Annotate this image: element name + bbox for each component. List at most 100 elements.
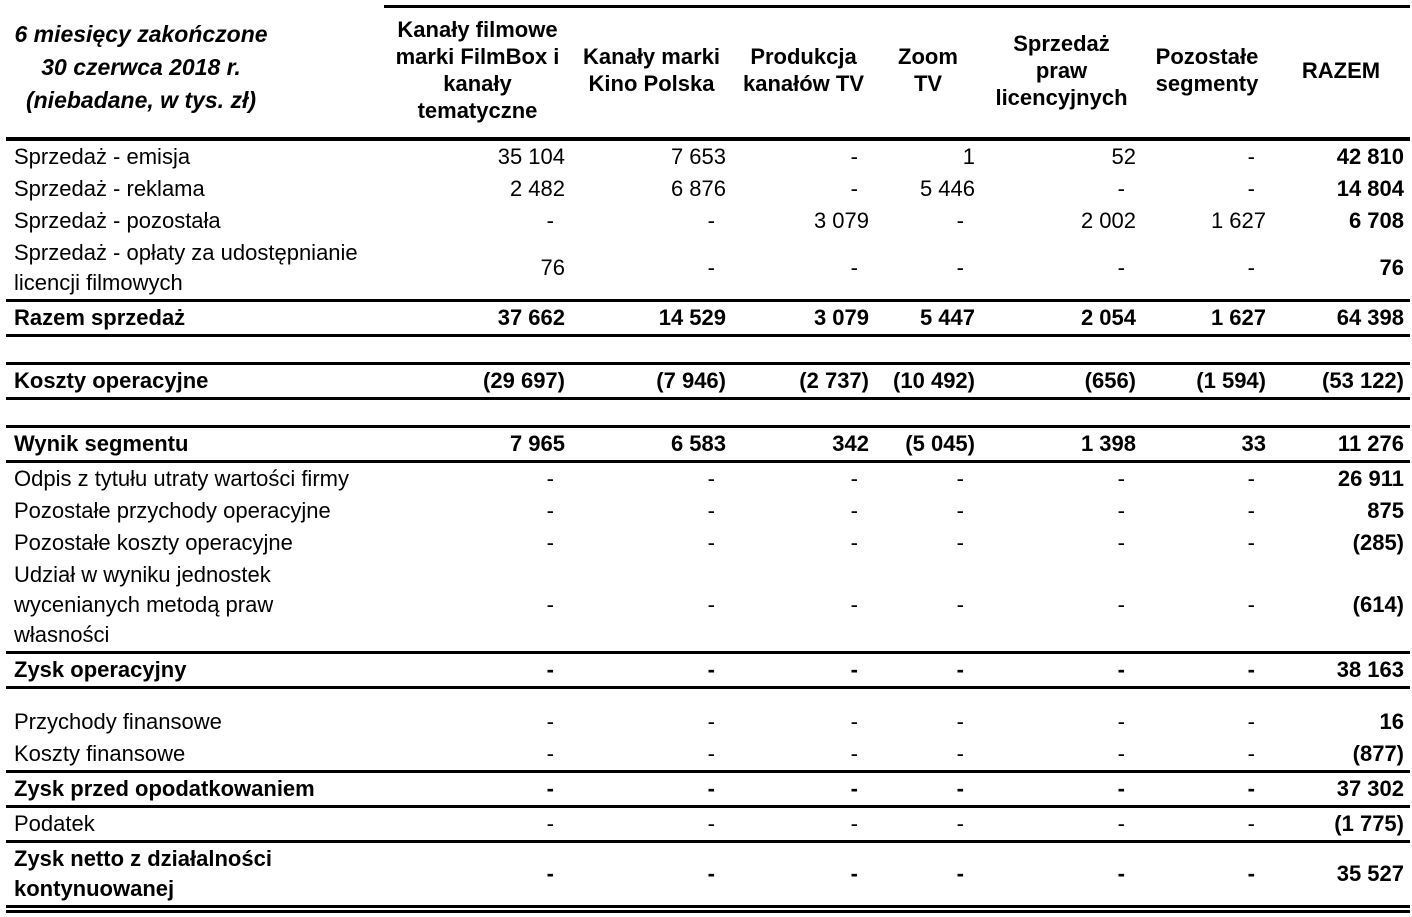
row-label: Pozostałe koszty operacyjne (14, 529, 293, 555)
cell-razem: 35 527 (1272, 841, 1410, 908)
column-header-4: Zoom TV (875, 5, 981, 141)
cell-razem: 76 (1379, 254, 1404, 280)
spacer-row (6, 335, 1410, 363)
spacer-row (6, 398, 1410, 426)
table-row: Zysk netto z działalności kontynuowanej - -… (6, 841, 1410, 908)
cell-value: - (1142, 650, 1272, 689)
cell-value: - (956, 741, 964, 766)
cell-value: - (956, 709, 964, 734)
table-row: Odpis z tytułu utraty wartości firmy - - - -… (6, 461, 1410, 495)
period-line-3: (niebadane, w tys. zł) (25, 87, 257, 113)
cell-razem: 875 (1367, 497, 1404, 523)
cell-value: - (732, 650, 875, 689)
cell-value: - (1117, 709, 1125, 734)
cell-value: - (384, 770, 571, 808)
cell-value: 7 653 (670, 143, 726, 169)
cell-value: - (546, 591, 554, 617)
period-line-2: 30 czerwca 2018 r. (41, 54, 241, 80)
row-label: Pozostałe przychody operacyjne (14, 497, 331, 523)
cell-value: - (546, 207, 554, 233)
cell-value: (2 737) (732, 361, 875, 400)
period-header: 6 miesięcy zakończone 30 czerwca 2018 r.… (8, 18, 274, 117)
column-header-5: Sprzedaż praw licencyjnych (981, 5, 1142, 141)
cell-value: (5 045) (875, 424, 981, 463)
cell-razem: 26 911 (1337, 465, 1404, 491)
cell-value: 1 398 (981, 424, 1142, 463)
cell-value: - (571, 650, 732, 689)
spacer-cell (6, 398, 1410, 426)
cell-value: (10 492) (875, 361, 981, 400)
cell-value: 14 529 (571, 298, 732, 337)
table-row: Pozostałe koszty operacyjne - - - - - - (285) (6, 527, 1410, 559)
cell-value: 1 627 (1142, 298, 1272, 337)
cell-value: 342 (732, 424, 875, 463)
table-row: Sprzedaż - reklama 2 482 6 876 - 5 446 - - 14 8… (6, 173, 1410, 205)
cell-value: - (875, 770, 981, 808)
cell-value: - (850, 465, 858, 491)
cell-value: 1 627 (1210, 207, 1266, 233)
cell-value: - (981, 841, 1142, 908)
cell-value: - (732, 770, 875, 808)
cell-value: - (850, 741, 858, 766)
table-row: Przychody finansowe - - - - - - 16 (6, 706, 1410, 738)
cell-value: - (707, 254, 715, 280)
cell-value: - (1247, 741, 1255, 766)
cell-value: - (875, 806, 981, 843)
table-row: Sprzedaż - opłaty za udostępnianie licenc… (6, 237, 1410, 301)
cell-value: - (850, 529, 858, 555)
cell-value: - (546, 465, 554, 491)
cell-value: - (1247, 175, 1255, 201)
cell-value: - (384, 806, 571, 843)
cell-value: - (707, 465, 715, 491)
row-label: Zysk przed opodatkowaniem (6, 770, 384, 808)
cell-value: - (1117, 591, 1125, 617)
cell-value: 37 662 (384, 298, 571, 337)
table-row: Pozostałe przychody operacyjne - - - - - - 875 (6, 495, 1410, 527)
cell-value: (1 594) (1142, 361, 1272, 400)
cell-value: - (956, 254, 964, 280)
table-row: Koszty finansowe - - - - - - (877) (6, 738, 1410, 772)
cell-value: - (956, 207, 964, 233)
cell-value: - (981, 770, 1142, 808)
cell-value: - (707, 741, 715, 766)
cell-value: - (1117, 529, 1125, 555)
row-label: Wynik segmentu (6, 424, 384, 463)
cell-value: (29 697) (384, 361, 571, 400)
cell-value: - (956, 465, 964, 491)
cell-value: - (707, 497, 715, 523)
cell-value: - (1247, 465, 1255, 491)
cell-razem: (614) (1352, 591, 1404, 617)
column-header-3: Produkcja kanałów TV (732, 5, 875, 141)
row-label: Sprzedaż - emisja (14, 143, 191, 169)
cell-value: 2 002 (1080, 207, 1136, 233)
cell-value: - (981, 650, 1142, 689)
cell-value: - (1117, 465, 1125, 491)
cell-value: - (546, 741, 554, 766)
cell-value: 33 (1142, 424, 1272, 463)
row-label: Podatek (6, 806, 384, 843)
cell-value: - (956, 529, 964, 555)
cell-value: - (850, 143, 858, 169)
cell-value: - (707, 529, 715, 555)
cell-value: - (1247, 709, 1255, 734)
cell-razem: 11 276 (1272, 424, 1410, 463)
segment-results-table: 6 miesięcy zakończone 30 czerwca 2018 r.… (6, 5, 1410, 908)
cell-value: - (384, 650, 571, 689)
cell-value: - (850, 175, 858, 201)
cell-value: - (1142, 770, 1272, 808)
cell-value: - (546, 497, 554, 523)
table-row: Wynik segmentu 7 965 6 583 342 (5 045) 1 398 3… (6, 424, 1410, 463)
cell-razem: (1 775) (1272, 806, 1410, 843)
period-line-1: 6 miesięcy zakończone (14, 21, 268, 47)
spacer-cell (6, 335, 1410, 363)
cell-razem: 64 398 (1272, 298, 1410, 337)
cell-value: - (1117, 254, 1125, 280)
cell-value: - (707, 207, 715, 233)
column-header-1: Kanały filmowe marki FilmBox i kanały temat… (384, 5, 571, 141)
cell-value: 76 (540, 254, 565, 280)
cell-value: 2 482 (509, 175, 565, 201)
cell-value: - (571, 841, 732, 908)
cell-value: 6 876 (670, 175, 726, 201)
cell-value: - (571, 770, 732, 808)
